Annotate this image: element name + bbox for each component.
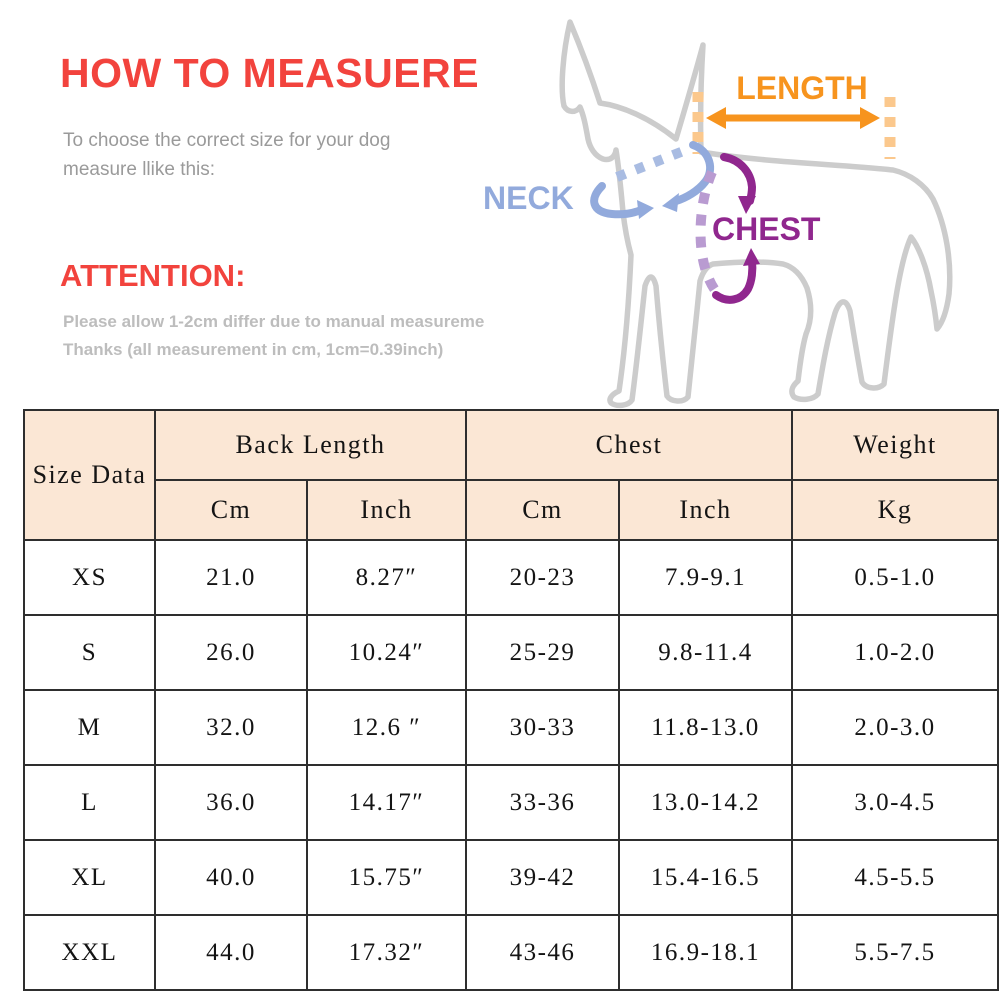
table-cell: 0.5-1.0 xyxy=(791,539,999,616)
unit-header-back-inch: Inch xyxy=(306,479,467,541)
corner-size-data-cell: Size Data xyxy=(23,409,156,541)
group-header-weight: Weight xyxy=(791,409,999,481)
table-row-xs: XS 21.0 8.27″ 20-23 7.9-9.1 0.5-1.0 xyxy=(23,539,999,616)
table-cell: 26.0 xyxy=(154,614,308,691)
table-row-xl: XL 40.0 15.75″ 39-42 15.4-16.5 4.5-5.5 xyxy=(23,839,999,916)
chest-label: CHEST xyxy=(712,211,821,247)
dog-measurement-diagram xyxy=(559,19,953,409)
chest-dashed-line xyxy=(695,170,722,298)
table-cell: 14.17″ xyxy=(306,764,467,841)
chest-arrow-top xyxy=(720,153,757,214)
size-chart-table: Size Data Back Length Chest Weight Cm In… xyxy=(23,409,999,991)
table-cell: 30-33 xyxy=(465,689,620,766)
table-cell: 21.0 xyxy=(154,539,308,616)
size-label: M xyxy=(23,689,156,766)
unit-header-chest-inch: Inch xyxy=(618,479,793,541)
table-cell: 43-46 xyxy=(465,914,620,991)
table-row-s: S 26.0 10.24″ 25-29 9.8-11.4 1.0-2.0 xyxy=(23,614,999,691)
table-cell: 4.5-5.5 xyxy=(791,839,999,916)
unit-header-back-cm: Cm xyxy=(154,479,308,541)
table-row-m: M 32.0 12.6 ″ 30-33 11.8-13.0 2.0-3.0 xyxy=(23,689,999,766)
unit-header-chest-cm: Cm xyxy=(465,479,620,541)
table-cell: 10.24″ xyxy=(306,614,467,691)
size-label: XXL xyxy=(23,914,156,991)
dog-outline xyxy=(559,19,953,409)
table-cell: 15.4-16.5 xyxy=(618,839,793,916)
table-cell: 2.0-3.0 xyxy=(791,689,999,766)
table-cell: 40.0 xyxy=(154,839,308,916)
subtitle-text: To choose the correct size for your dog … xyxy=(63,130,391,181)
attention-line-2: Thanks (all measurement in cm, 1cm=0.39i… xyxy=(63,340,444,360)
table-cell: 17.32″ xyxy=(306,914,467,991)
neck-arrow xyxy=(662,141,715,212)
neck-label: NECK xyxy=(483,180,574,216)
table-cell: 32.0 xyxy=(154,689,308,766)
table-cell: 8.27″ xyxy=(306,539,467,616)
table-cell: 13.0-14.2 xyxy=(618,764,793,841)
table-cell: 5.5-7.5 xyxy=(791,914,999,991)
measure-guide-section: HOW TO MEASUERE To choose the correct si… xyxy=(0,0,1000,410)
chest-arrow-bottom xyxy=(712,248,760,304)
table-row-xxl: XXL 44.0 17.32″ 43-46 16.9-18.1 5.5-7.5 xyxy=(23,914,999,991)
attention-line-1: Please allow 1-2cm differ due to manual … xyxy=(63,312,485,331)
table-row-l: L 36.0 14.17″ 33-36 13.0-14.2 3.0-4.5 xyxy=(23,764,999,841)
table-cell: 7.9-9.1 xyxy=(618,539,793,616)
table-cell: 15.75″ xyxy=(306,839,467,916)
table-cell: 25-29 xyxy=(465,614,620,691)
table-cell: 3.0-4.5 xyxy=(791,764,999,841)
size-label: L xyxy=(23,764,156,841)
table-cell: 33-36 xyxy=(465,764,620,841)
table-cell: 16.9-18.1 xyxy=(618,914,793,991)
table-cell: 39-42 xyxy=(465,839,620,916)
attention-heading: ATTENTION: xyxy=(60,258,246,293)
length-arrow xyxy=(706,107,880,129)
table-cell: 11.8-13.0 xyxy=(618,689,793,766)
table-cell: 20-23 xyxy=(465,539,620,616)
table-cell: 12.6 ″ xyxy=(306,689,467,766)
length-label: LENGTH xyxy=(736,70,868,106)
page-title: HOW TO MEASUERE xyxy=(60,50,480,96)
neck-dotted-line xyxy=(615,145,688,182)
size-label: XS xyxy=(23,539,156,616)
neck-swoosh-arrow xyxy=(590,182,654,219)
attention-text: Please allow 1-2cm differ due to manual … xyxy=(63,308,484,364)
unit-header-weight-kg: Kg xyxy=(791,479,999,541)
table-cell: 44.0 xyxy=(154,914,308,991)
size-label: S xyxy=(23,614,156,691)
table-cell: 9.8-11.4 xyxy=(618,614,793,691)
size-label: XL xyxy=(23,839,156,916)
table-cell: 36.0 xyxy=(154,764,308,841)
group-header-back-length: Back Length xyxy=(154,409,467,481)
table-cell: 1.0-2.0 xyxy=(791,614,999,691)
group-header-chest: Chest xyxy=(465,409,793,481)
